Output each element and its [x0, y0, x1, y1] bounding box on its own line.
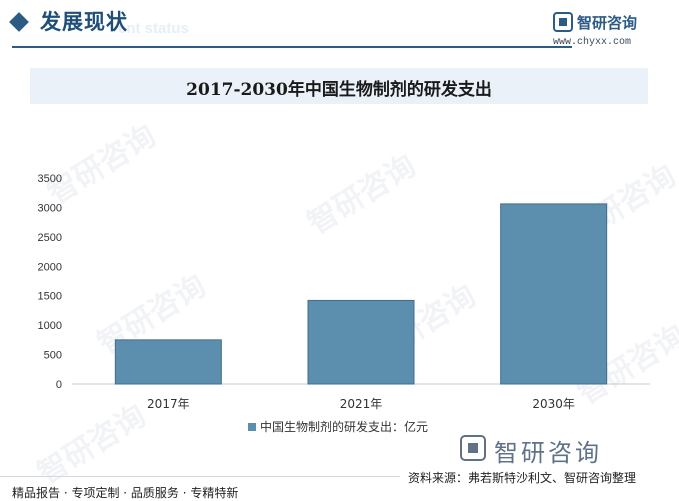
header: ent status 发展现状 — [0, 0, 679, 50]
bar — [500, 203, 608, 385]
y-tick-label: 1500 — [38, 291, 62, 303]
bar — [307, 299, 415, 385]
section-title: 发展现状 — [40, 10, 128, 34]
x-tick-label: 2017年 — [147, 397, 190, 411]
x-tick-label: 2021年 — [340, 397, 383, 411]
logo-mark-icon — [460, 435, 486, 461]
footer-divider — [0, 476, 400, 477]
source-note: 资料来源：弗若斯特沙利文、智研咨询整理 — [408, 471, 637, 485]
legend-label: 中国生物制剂的研发支出：亿元 — [260, 419, 428, 434]
brand: 智研咨询 www.chyxx.com — [553, 10, 663, 50]
y-tick-label: 2500 — [38, 232, 62, 244]
header-divider — [12, 46, 572, 48]
footer-tagline: 精品报告 · 专项定制 · 品质服务 · 专精特新 — [12, 486, 239, 500]
y-tick-label: 1000 — [38, 320, 62, 332]
chart-title: 2017-2030年中国生物制剂的研发支出 — [186, 80, 492, 100]
brand-logo-icon — [553, 12, 573, 32]
y-tick-label: 3500 — [38, 173, 62, 185]
y-tick-label: 500 — [44, 350, 62, 362]
chart-title-band: 2017-2030年中国生物制剂的研发支出 — [30, 68, 648, 104]
x-tick-label: 2030年 — [532, 397, 575, 411]
bar — [114, 339, 222, 385]
y-tick-label: 0 — [56, 379, 62, 391]
header-ghost-text: ent status — [118, 20, 189, 37]
brand-name: 智研咨询 — [577, 14, 638, 32]
brand-url: www.chyxx.com — [553, 37, 632, 48]
bottom-logo-name: 智研咨询 — [494, 439, 602, 467]
legend-swatch — [248, 423, 256, 431]
y-tick-label: 3000 — [38, 202, 62, 214]
y-tick-label: 2000 — [38, 261, 62, 273]
